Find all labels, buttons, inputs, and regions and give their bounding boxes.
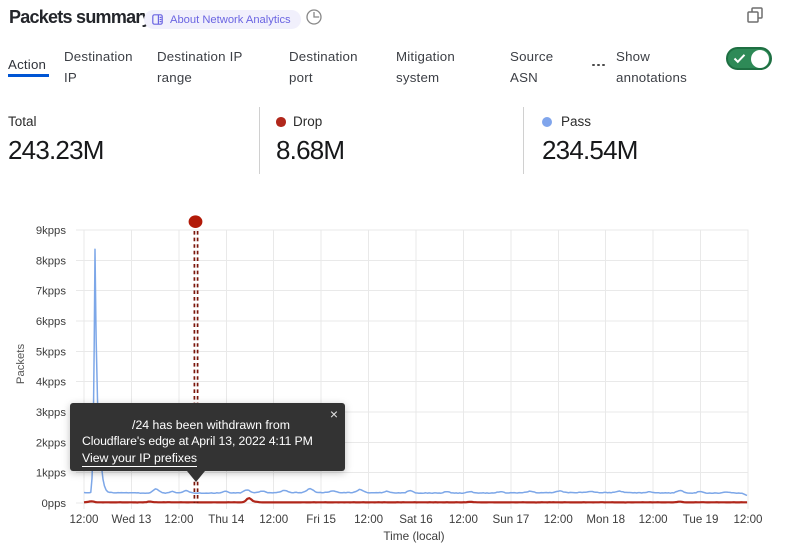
svg-text:12:00: 12:00 <box>164 513 193 526</box>
svg-text:4kpps: 4kpps <box>36 377 66 389</box>
svg-text:Sat 16: Sat 16 <box>399 513 433 526</box>
svg-text:7kpps: 7kpps <box>36 286 66 298</box>
svg-text:Sun 17: Sun 17 <box>493 513 530 526</box>
svg-text:Thu 14: Thu 14 <box>208 513 245 526</box>
svg-text:3kpps: 3kpps <box>36 407 66 419</box>
svg-text:12:00: 12:00 <box>449 513 478 526</box>
svg-text:Time (local): Time (local) <box>383 529 444 543</box>
svg-text:Fri 15: Fri 15 <box>306 513 336 526</box>
svg-text:Tue 19: Tue 19 <box>683 513 719 526</box>
svg-text:Packets: Packets <box>15 344 27 385</box>
svg-text:9kpps: 9kpps <box>36 225 66 237</box>
svg-text:0pps: 0pps <box>42 498 67 510</box>
svg-text:12:00: 12:00 <box>733 513 762 526</box>
svg-text:2kpps: 2kpps <box>36 437 66 449</box>
svg-text:12:00: 12:00 <box>544 513 573 526</box>
svg-text:1kpps: 1kpps <box>36 468 66 480</box>
svg-text:12:00: 12:00 <box>69 513 98 526</box>
svg-text:5kpps: 5kpps <box>36 346 66 358</box>
svg-text:12:00: 12:00 <box>354 513 383 526</box>
svg-text:6kpps: 6kpps <box>36 316 66 328</box>
svg-text:Wed 13: Wed 13 <box>112 513 152 526</box>
svg-text:12:00: 12:00 <box>639 513 668 526</box>
svg-text:12:00: 12:00 <box>259 513 288 526</box>
svg-text:Mon 18: Mon 18 <box>586 513 625 526</box>
svg-text:8kpps: 8kpps <box>36 255 66 267</box>
